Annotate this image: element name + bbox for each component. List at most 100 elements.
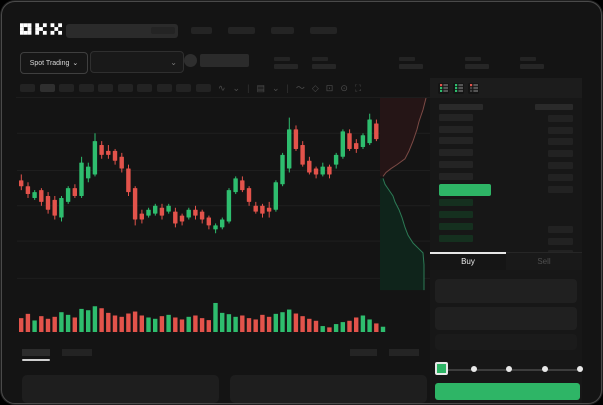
stat-value-placeholder: [465, 64, 489, 69]
buy-submit-button[interactable]: [435, 383, 580, 400]
bottom-bar-control[interactable]: [350, 349, 377, 356]
depth-chart: [380, 98, 427, 291]
ticker-stat-placeholder: [312, 57, 336, 69]
header-button-placeholder[interactable]: [200, 54, 249, 67]
ask-price-placeholder[interactable]: [439, 125, 473, 133]
bid-amount-placeholder: [548, 238, 573, 245]
last-price-badge[interactable]: [439, 184, 491, 196]
volume-chart: [19, 302, 386, 332]
stat-label-placeholder: [399, 57, 415, 61]
draw-tool-icon[interactable]: ◇: [311, 83, 319, 93]
ask-price-placeholder[interactable]: [439, 114, 473, 121]
search-input[interactable]: [66, 24, 178, 38]
slider-stop[interactable]: [541, 366, 548, 372]
market-type-selector[interactable]: Spot Trading ⌄: [20, 52, 88, 74]
interval-button[interactable]: [156, 84, 172, 92]
bottom-tab-active-indicator: [22, 359, 50, 361]
bid-price-placeholder[interactable]: [439, 211, 473, 218]
slider-handle[interactable]: [435, 362, 448, 375]
interval-button[interactable]: [195, 84, 211, 92]
interval-button[interactable]: [98, 84, 113, 92]
toolbar-divider: [16, 97, 430, 98]
interval-button[interactable]: [137, 84, 152, 92]
tab-sell[interactable]: Sell: [506, 253, 582, 270]
ask-amount-placeholder: [548, 115, 573, 122]
ask-amount-placeholder: [548, 150, 573, 158]
settings-icon[interactable]: ⊙: [340, 83, 348, 93]
tab-buy[interactable]: Buy: [430, 252, 506, 270]
ticker-stat-placeholder: [520, 57, 544, 69]
chevron-down-icon[interactable]: ⌄: [271, 83, 280, 93]
ask-amount-placeholder: [548, 173, 573, 181]
ask-price-placeholder[interactable]: [439, 137, 473, 145]
order-book-panel: Buy Sell: [430, 78, 583, 403]
interval-button[interactable]: [117, 84, 133, 92]
bottom-tab-active[interactable]: [22, 349, 50, 356]
ask-price-placeholder[interactable]: [439, 149, 473, 157]
trade-tabs: Buy Sell: [430, 252, 582, 270]
order-book-view-toggles: [430, 78, 582, 98]
bid-amount-placeholder: [548, 226, 573, 233]
book-sell-icon[interactable]: [468, 82, 479, 94]
stat-label-placeholder: [274, 57, 290, 61]
stat-label-placeholder: [465, 57, 481, 61]
price-column-header: [439, 104, 483, 110]
stat-value-placeholder: [399, 64, 423, 69]
chevron-down-icon: ⌄: [170, 57, 177, 67]
interval-button[interactable]: [176, 84, 191, 92]
nav-item-placeholder[interactable]: [271, 27, 294, 34]
price-input[interactable]: [435, 279, 577, 303]
interval-button[interactable]: [39, 84, 55, 92]
book-split-icon[interactable]: [438, 82, 449, 94]
bid-price-placeholder[interactable]: [439, 235, 473, 242]
bottom-bar-control[interactable]: [389, 349, 419, 356]
chart-tools: ∿ ⌄ | ▤ ⌄ | 〜 ◇ ⊡ ⊙ ⛶: [218, 81, 361, 95]
stat-value-placeholder: [520, 64, 544, 69]
ticker-stat-placeholder: [465, 57, 489, 69]
ask-amount-placeholder: [548, 138, 573, 146]
avatar[interactable]: [184, 54, 197, 67]
ask-price-placeholder[interactable]: [439, 160, 473, 168]
nav-item-placeholder[interactable]: [191, 27, 212, 34]
main-nav: [151, 27, 337, 34]
history-panel-placeholder: [230, 375, 427, 403]
bid-price-placeholder[interactable]: [439, 223, 473, 230]
amount-input[interactable]: [435, 307, 577, 330]
stat-value-placeholder: [274, 64, 298, 69]
stat-label-placeholder: [312, 57, 328, 61]
stat-label-placeholder: [520, 57, 536, 61]
ticker-stat-placeholder: [274, 57, 298, 69]
fullscreen-icon[interactable]: ⛶: [354, 83, 362, 93]
pair-selector[interactable]: ⌄: [90, 51, 184, 73]
nav-item-placeholder[interactable]: [228, 27, 255, 34]
candlestick-chart[interactable]: [17, 98, 430, 294]
interval-button[interactable]: [20, 84, 35, 92]
book-buy-icon[interactable]: [453, 82, 464, 94]
bid-price-placeholder[interactable]: [439, 199, 473, 206]
bottom-tab[interactable]: [62, 349, 92, 356]
slider-stop[interactable]: [577, 366, 583, 372]
trendline-tool-icon[interactable]: 〜: [295, 83, 305, 93]
amount-column-header: [535, 104, 573, 110]
okx-logo[interactable]: [20, 23, 62, 35]
chart-style-icon[interactable]: ▤: [256, 83, 265, 93]
nav-item-placeholder[interactable]: [310, 27, 337, 34]
slider-stop[interactable]: [470, 366, 477, 372]
ask-amount-placeholder: [548, 126, 573, 134]
ask-amount-placeholder: [548, 186, 573, 193]
stat-value-placeholder: [312, 64, 336, 69]
chevron-down-icon[interactable]: ⌄: [232, 83, 241, 93]
chevron-down-icon: ⌄: [72, 60, 79, 67]
divider: |: [286, 83, 289, 93]
interval-button[interactable]: [78, 84, 94, 92]
orders-panel-placeholder: [22, 375, 219, 403]
interval-button[interactable]: [59, 84, 74, 92]
nav-item-placeholder[interactable]: [151, 27, 175, 34]
interval-toolbar: [20, 84, 211, 92]
indicator-icon[interactable]: ∿: [218, 83, 226, 93]
camera-icon[interactable]: ⊡: [325, 83, 334, 93]
ask-price-placeholder[interactable]: [439, 172, 473, 180]
slider-stop[interactable]: [506, 366, 512, 372]
ask-amount-placeholder: [548, 161, 573, 169]
